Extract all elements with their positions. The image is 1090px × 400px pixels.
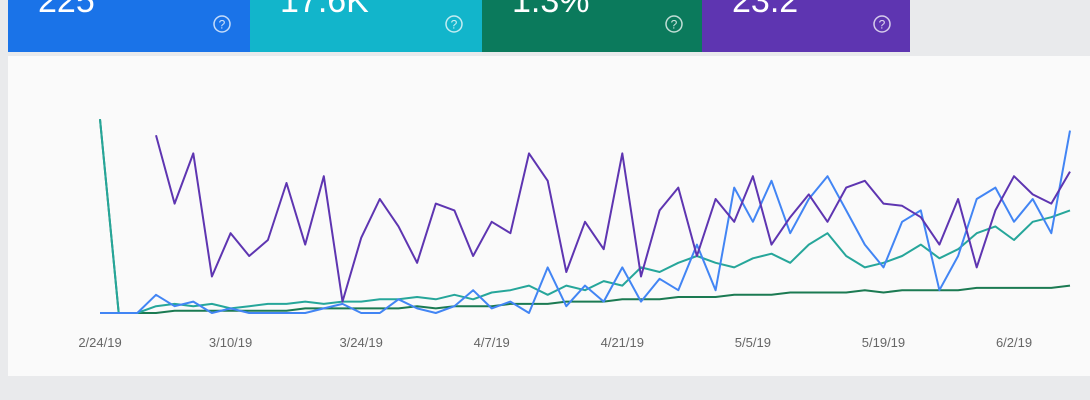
x-tick-label: 5/5/19 <box>735 335 771 350</box>
help-icon-mark: ? <box>219 18 226 32</box>
series-line <box>99 119 1071 314</box>
help-icon[interactable] <box>445 15 463 33</box>
x-tick-label: 4/21/19 <box>601 335 644 350</box>
help-icon-mark: ? <box>671 18 678 32</box>
series-line <box>99 119 1071 314</box>
help-icon-mark: ? <box>879 18 886 32</box>
x-tick-label: 4/7/19 <box>474 335 510 350</box>
help-icon[interactable] <box>873 15 891 33</box>
series-line <box>155 134 1071 303</box>
plot: 2/24/19 3/10/19 3/24/19 4/7/19 4/21/19 5/5/19… <box>78 119 1071 350</box>
metric-card[interactable]: 225? <box>8 0 250 52</box>
card-value: 17.6K <box>280 0 369 20</box>
chart-panel <box>8 56 1090 376</box>
help-icon[interactable] <box>665 15 683 33</box>
card-value: 225 <box>38 0 95 20</box>
series-line <box>100 130 1071 314</box>
x-tick-label: 2/24/19 <box>78 335 121 350</box>
card-bg <box>250 0 482 52</box>
help-icon-mark: ? <box>451 18 458 32</box>
card-value: 23.2 <box>732 0 798 20</box>
x-tick-label: 3/10/19 <box>209 335 252 350</box>
metric-card[interactable]: 1.3%? <box>482 0 702 52</box>
x-tick-label: 3/24/19 <box>339 335 382 350</box>
metric-card[interactable]: 23.2? <box>702 0 910 52</box>
x-tick-label: 5/19/19 <box>862 335 905 350</box>
card-bg <box>482 0 702 52</box>
metric-card[interactable]: 17.6K? <box>250 0 482 52</box>
card-value: 1.3% <box>512 0 590 20</box>
x-tick-label: 6/2/19 <box>996 335 1032 350</box>
help-icon[interactable] <box>213 15 231 33</box>
card-bg <box>8 0 250 52</box>
cards: 225?17.6K?1.3%?23.2? <box>8 0 910 52</box>
card-bg <box>702 0 910 52</box>
